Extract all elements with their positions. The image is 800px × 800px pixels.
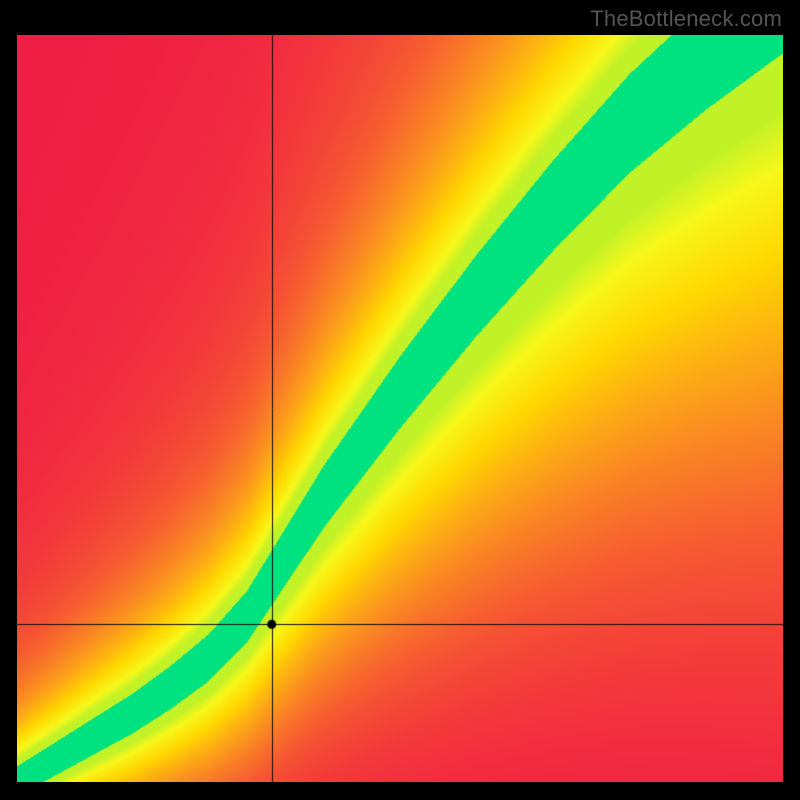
heatmap-canvas (17, 35, 783, 782)
watermark-text: TheBottleneck.com (590, 6, 782, 32)
figure-stage: TheBottleneck.com (0, 0, 800, 800)
